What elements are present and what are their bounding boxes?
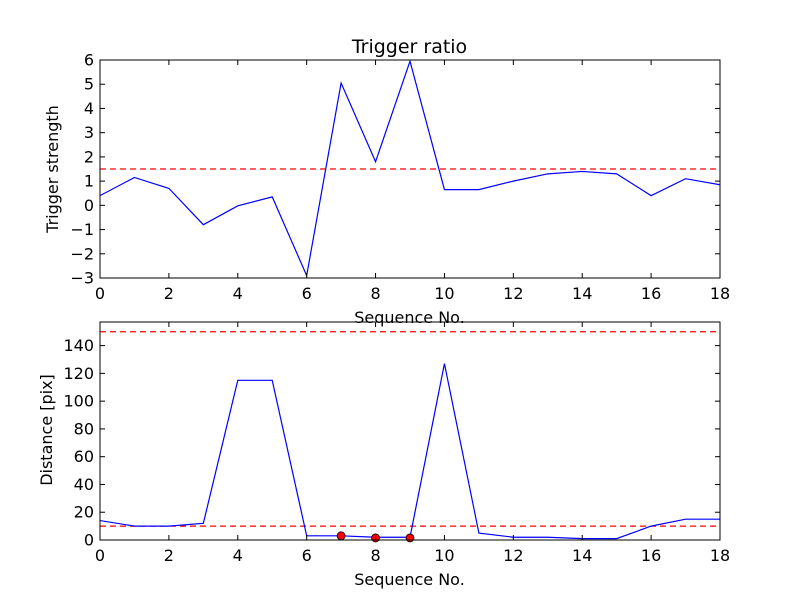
data-point-marker	[336, 531, 346, 541]
y-tick-label: 20	[74, 503, 94, 522]
y-tick-label: 3	[84, 123, 94, 142]
trigger-ratio-plot: Trigger ratio Sequence No. Trigger stren…	[43, 36, 730, 327]
y-tick-label: 120	[63, 364, 94, 383]
x-tick-label: 8	[370, 284, 380, 303]
x-tick-label: 16	[641, 284, 661, 303]
y-tick-label: −3	[70, 269, 94, 288]
x-tick-label: 0	[95, 284, 105, 303]
y-tick-label: 100	[63, 392, 94, 411]
x-tick-label: 2	[164, 546, 174, 565]
x-tick-label: 18	[710, 546, 730, 565]
y-tick-label: 40	[74, 475, 94, 494]
series-line	[100, 60, 720, 278]
x-tick-label: 12	[503, 284, 523, 303]
y-axis-label: Distance [pix]	[37, 374, 56, 486]
y-tick-label: 0	[84, 196, 94, 215]
y-tick-label: 4	[84, 99, 94, 118]
y-tick-label: −1	[70, 220, 94, 239]
y-tick-label: 0	[84, 531, 94, 550]
x-axis-label: Sequence No.	[354, 570, 465, 589]
x-tick-label: 0	[95, 546, 105, 565]
x-tick-label: 16	[641, 546, 661, 565]
x-tick-label: 18	[710, 284, 730, 303]
x-tick-label: 2	[164, 284, 174, 303]
x-tick-label: 6	[302, 284, 312, 303]
y-tick-label: 60	[74, 447, 94, 466]
y-tick-label: 1	[84, 172, 94, 191]
x-tick-label: 4	[233, 284, 243, 303]
series-line	[100, 363, 720, 540]
distance-plot: Sequence No. Distance [pix] 0 2 4 6 8 10 12 14 1…	[37, 321, 730, 589]
x-axis-label: Sequence No.	[354, 308, 465, 327]
x-tick-label: 8	[370, 546, 380, 565]
y-tick-label: 140	[63, 336, 94, 355]
x-tick-label: 14	[572, 546, 592, 565]
data-point-marker	[405, 533, 415, 543]
y-tick-label: 80	[74, 419, 94, 438]
x-tick-label: 12	[503, 546, 523, 565]
y-tick-label: 6	[84, 51, 94, 70]
x-tick-label: 10	[434, 546, 454, 565]
x-tick-label: 4	[233, 546, 243, 565]
x-tick-label: 6	[302, 546, 312, 565]
y-axis-label: Trigger strength	[43, 105, 62, 234]
chart-title: Trigger ratio	[351, 36, 467, 58]
x-tick-label: 10	[434, 284, 454, 303]
plot-frame	[99, 59, 721, 279]
y-tick-label: 2	[84, 147, 94, 166]
y-tick-label: −2	[70, 244, 94, 263]
plot-frame	[99, 321, 721, 541]
y-tick-label: 5	[84, 75, 94, 94]
x-tick-label: 14	[572, 284, 592, 303]
